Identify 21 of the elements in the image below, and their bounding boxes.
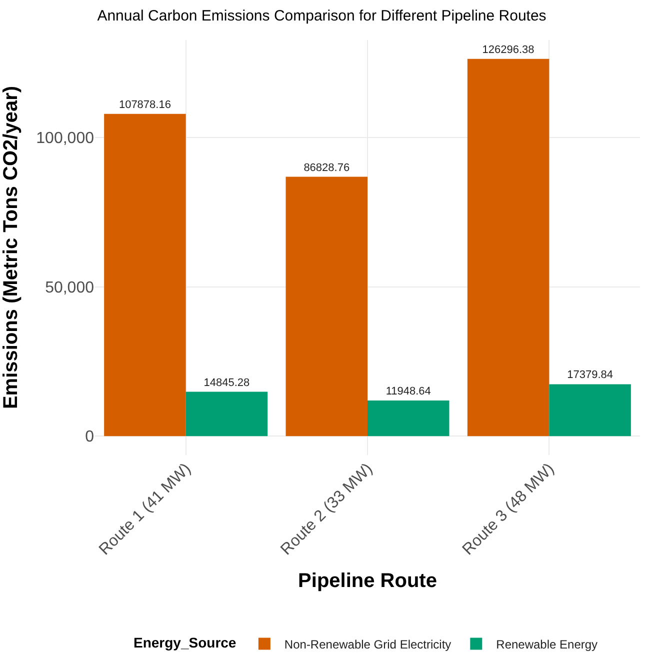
data-label: 107878.16 — [118, 98, 171, 111]
bar — [549, 384, 631, 436]
bar — [467, 58, 550, 436]
bar — [186, 392, 268, 436]
y-tick-label: 50,000 — [45, 279, 94, 296]
bar — [104, 114, 186, 436]
data-label: 14845.28 — [204, 376, 250, 389]
legend-label: Non-Renewable Grid Electricity — [284, 637, 452, 652]
y-axis-title: Emissions (Metric Tons CO2/year) — [0, 86, 22, 410]
bar — [368, 400, 450, 436]
y-tick-label: 0 — [85, 428, 94, 446]
data-label: 17379.84 — [567, 369, 613, 382]
data-label: 11948.64 — [386, 385, 431, 398]
y-tick-label: 100,000 — [36, 130, 94, 148]
data-label: 86828.76 — [304, 162, 350, 174]
x-axis-title: Pipeline Route — [298, 570, 437, 592]
legend-label: Renewable Energy — [496, 637, 598, 652]
data-label: 126296.38 — [482, 44, 534, 56]
chart-title: Annual Carbon Emissions Comparison for Different Pipeline Routes — [97, 7, 546, 24]
bar — [286, 176, 368, 436]
legend-title: Energy_Source — [134, 634, 236, 650]
